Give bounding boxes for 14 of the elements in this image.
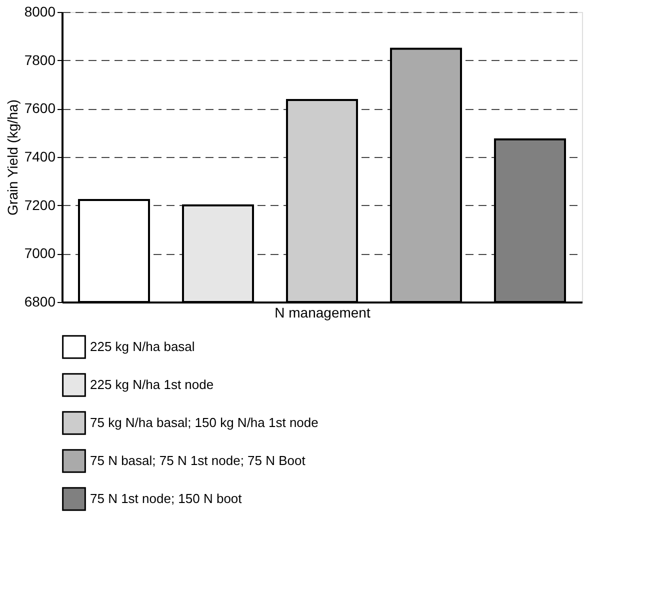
y-tick-label: 7600 bbox=[24, 100, 56, 116]
legend-label: 225 kg N/ha basal bbox=[90, 339, 195, 354]
y-tick-label: 7000 bbox=[24, 245, 56, 262]
y-tick-label: 7200 bbox=[24, 196, 56, 213]
legend-label: 75 N basal; 75 N 1st node; 75 N Boot bbox=[90, 453, 306, 468]
y-tick-label: 8000 bbox=[24, 4, 56, 20]
y-tick-label: 7800 bbox=[24, 52, 56, 68]
legend-label: 75 N 1st node; 150 N boot bbox=[90, 491, 242, 506]
y-tick-label: 7400 bbox=[24, 148, 56, 164]
legend-label: 225 kg N/ha 1st node bbox=[90, 377, 214, 392]
x-axis-title: N management bbox=[274, 304, 370, 320]
legend-label: 75 kg N/ha basal; 150 kg N/ha 1st node bbox=[90, 415, 318, 430]
y-tick-label: 6800 bbox=[24, 294, 56, 310]
y-axis-title: Grain Yield (kg/ha) bbox=[4, 100, 20, 216]
